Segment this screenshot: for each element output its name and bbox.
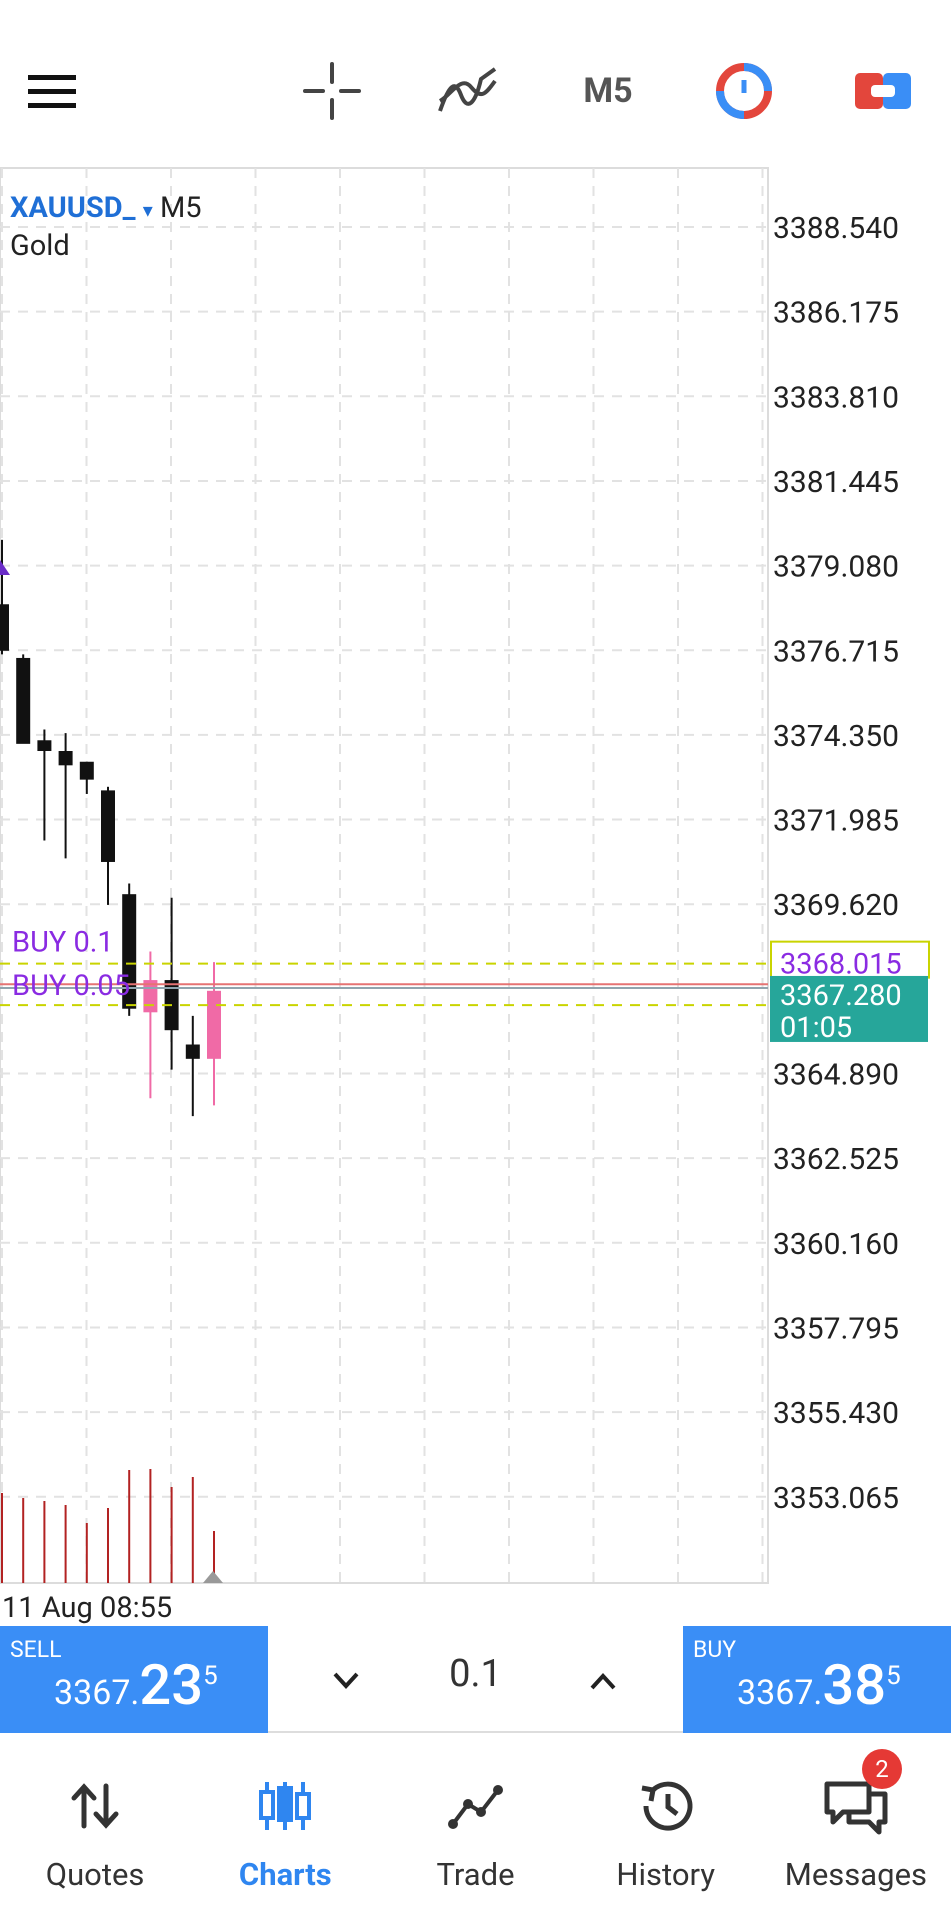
buy-price-small: 3367. <box>737 1673 823 1713</box>
current-price-tag-box <box>770 975 928 1042</box>
price-axis-label: 3374.350 <box>773 719 899 754</box>
high-marker <box>0 560 10 575</box>
nav-trade-label: Trade <box>436 1856 515 1893</box>
price-axis-label: 3360.160 <box>773 1227 899 1262</box>
candle-body <box>16 657 31 744</box>
menu-icon[interactable] <box>16 55 88 127</box>
price-axis-label: 3371.985 <box>773 804 899 839</box>
nav-messages[interactable]: Messages <box>761 1733 951 1920</box>
sell-price-big: 23 <box>139 1652 204 1718</box>
timeframe-label: M5 <box>583 71 633 111</box>
increase-lot-button[interactable] <box>578 1656 628 1706</box>
sell-price-small: 3367. <box>54 1673 140 1713</box>
buy-button[interactable]: BUY 3367.385 <box>683 1626 951 1733</box>
lot-size-control: 0.1 <box>268 1626 683 1733</box>
plot-frame <box>0 167 769 1584</box>
candle-body <box>37 740 52 752</box>
chart-canvas[interactable]: 3388.540 3386.175 3383.810 3381.445 3379.080… <box>0 165 951 1625</box>
nav-charts[interactable]: Charts <box>190 1733 380 1920</box>
symbol-header[interactable]: XAUUSD_ ▾ M5 <box>10 191 202 225</box>
buy-price-sup: 5 <box>886 1660 901 1691</box>
price-axis-label: 3369.620 <box>773 888 899 923</box>
candle-body <box>185 1044 200 1059</box>
decrease-lot-button[interactable] <box>321 1656 371 1706</box>
price-axis-label: 3357.795 <box>773 1311 899 1346</box>
price-axis-label: 3353.065 <box>773 1481 899 1516</box>
candle-body <box>122 894 137 1009</box>
candle-body <box>101 790 115 862</box>
nav-charts-label: Charts <box>238 1856 332 1893</box>
buy-price-big: 38 <box>822 1652 887 1718</box>
nav-quotes-label: Quotes <box>45 1856 145 1893</box>
nav-history[interactable]: History <box>571 1733 761 1920</box>
history-icon <box>641 1781 693 1831</box>
price-axis-label: 3364.890 <box>773 1058 899 1093</box>
messages-icon <box>824 1781 888 1835</box>
bottom-navigation: Quotes Charts Trade History Messages <box>0 1733 951 1920</box>
sell-button[interactable]: SELL 3367.235 <box>0 1626 268 1733</box>
account-icon[interactable] <box>847 55 919 127</box>
candle-body <box>58 751 73 766</box>
trade-icon <box>447 1785 503 1829</box>
time-marker <box>203 1571 223 1583</box>
current-price-label: 3367.280 <box>780 979 902 1013</box>
order-price-tag-box <box>770 940 930 979</box>
sell-label: SELL <box>10 1636 62 1663</box>
price-axis-label: 3376.715 <box>773 634 899 669</box>
one-click-trading-icon[interactable] <box>708 55 780 127</box>
price-axis-label: 3355.430 <box>773 1396 899 1431</box>
candle-body <box>207 990 221 1059</box>
nav-quotes[interactable]: Quotes <box>0 1733 190 1920</box>
symbol-description: Gold <box>10 229 70 263</box>
symbol-dropdown-icon[interactable]: ▾ <box>142 198 153 222</box>
lot-size-value[interactable]: 0.1 <box>449 1652 502 1696</box>
buy-label: BUY <box>693 1636 737 1663</box>
price-axis-label: 3381.445 <box>773 465 899 500</box>
chart-timeframe: M5 <box>159 191 202 225</box>
nav-history-label: History <box>616 1856 716 1893</box>
time-axis-label: 11 Aug 08:55 <box>2 1591 172 1625</box>
price-chart[interactable]: 3388.540 3386.175 3383.810 3381.445 3379.080… <box>0 165 951 1625</box>
nav-trade[interactable]: Trade <box>380 1733 570 1920</box>
sell-price-sup: 5 <box>203 1660 218 1691</box>
price-axis-label: 3362.525 <box>773 1142 899 1177</box>
bar-countdown-label: 01:05 <box>780 1011 852 1045</box>
quotes-icon <box>71 1783 119 1829</box>
order-label-buy-0-05[interactable]: BUY 0.05 <box>12 969 130 1003</box>
price-axis-label: 3388.540 <box>773 211 899 246</box>
symbol-name[interactable]: XAUUSD_ <box>10 191 136 225</box>
price-axis-label: 3383.810 <box>773 380 899 415</box>
timeframe-button[interactable]: M5 <box>572 55 644 127</box>
top-toolbar: M5 <box>0 0 951 165</box>
nav-messages-label: Messages <box>784 1856 928 1893</box>
one-click-trade-panel: SELL 3367.235 0.1 BUY 3367.385 <box>0 1626 951 1733</box>
crosshair-icon[interactable] <box>296 55 368 127</box>
indicators-icon[interactable] <box>432 55 504 127</box>
price-axis-label: 3379.080 <box>773 550 899 585</box>
charts-icon <box>259 1782 312 1830</box>
candle-body <box>0 604 9 651</box>
candle-body <box>79 761 94 780</box>
price-axis-label: 3386.175 <box>773 296 899 331</box>
order-label-buy-0-1[interactable]: BUY 0.1 <box>12 926 114 960</box>
messages-badge: 2 <box>862 1749 902 1789</box>
